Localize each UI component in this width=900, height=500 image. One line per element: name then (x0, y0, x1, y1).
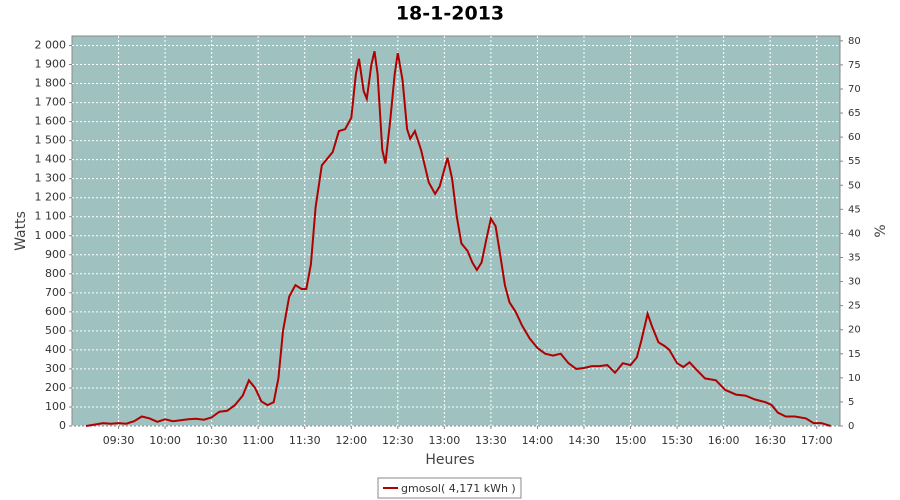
x-tick-label: 11:00 (242, 434, 274, 447)
y-tick-label: 300 (45, 362, 66, 375)
y2-tick-label: 75 (848, 60, 861, 71)
legend-label: gmosol( 4,171 kWh ) (401, 482, 516, 495)
y-tick-label: 100 (45, 400, 66, 413)
y2-axis-title: % (873, 224, 889, 237)
x-tick-label: 11:30 (289, 434, 321, 447)
y-tick-label: 1 100 (35, 210, 67, 223)
x-axis-title: Heures (425, 452, 474, 468)
y2-tick-label: 45 (848, 204, 861, 215)
y-axis-title: Watts (13, 211, 29, 251)
plot-area (71, 35, 841, 427)
y-tick-label: 1 300 (35, 172, 67, 185)
y2-tick-label: 65 (848, 108, 861, 119)
x-tick-label: 13:30 (475, 434, 507, 447)
y-tick-label: 1 600 (35, 115, 67, 128)
y2-tick-label: 30 (848, 277, 861, 288)
x-tick-label: 12:30 (382, 434, 414, 447)
y-tick-label: 500 (45, 324, 66, 337)
y-tick-label: 0 (59, 419, 66, 432)
y2-tick-label: 50 (848, 180, 861, 191)
y-tick-label: 1 200 (35, 191, 67, 204)
y-tick-label: 600 (45, 305, 66, 318)
x-tick-label: 14:30 (568, 434, 600, 447)
x-tick-label: 16:00 (708, 434, 740, 447)
y-tick-label: 1 800 (35, 77, 67, 90)
y2-tick-label: 25 (848, 301, 861, 312)
y2-tick-label: 60 (848, 132, 861, 143)
y-tick-label: 900 (45, 248, 66, 261)
legend: gmosol( 4,171 kWh ) (377, 477, 522, 499)
x-tick-label: 17:00 (801, 434, 833, 447)
y2-tick-label: 0 (848, 421, 854, 432)
y-tick-label: 1 700 (35, 96, 67, 109)
y2-tick-label: 15 (848, 349, 861, 360)
x-tick-label: 09:30 (103, 434, 135, 447)
chart-title: 18-1-2013 (396, 3, 504, 25)
x-tick-label: 12:00 (335, 434, 367, 447)
y-tick-label: 200 (45, 381, 66, 394)
x-tick-label: 10:00 (149, 434, 181, 447)
y2-tick-label: 10 (848, 373, 861, 384)
legend-box (377, 477, 522, 499)
y-tick-label: 400 (45, 343, 66, 356)
y2-tick-label: 70 (848, 84, 861, 95)
y-tick-label: 1 400 (35, 153, 67, 166)
y2-tick-label: 20 (848, 325, 861, 336)
x-tick-label: 13:00 (429, 434, 461, 447)
y2-tick-label: 35 (848, 252, 861, 263)
x-tick-label: 10:30 (196, 434, 228, 447)
y-tick-label: 1 000 (35, 229, 67, 242)
x-tick-label: 15:00 (615, 434, 647, 447)
y2-tick-label: 40 (848, 228, 861, 239)
y2-tick-label: 55 (848, 156, 861, 167)
y-tick-label: 700 (45, 286, 66, 299)
y-tick-label: 800 (45, 267, 66, 280)
y2-tick-label: 5 (848, 397, 854, 408)
x-tick-label: 16:30 (754, 434, 786, 447)
y-tick-label: 1 500 (35, 134, 67, 147)
y2-tick-label: 80 (848, 36, 861, 47)
x-tick-label: 14:00 (522, 434, 554, 447)
x-tick-label: 15:30 (661, 434, 693, 447)
data-line (85, 50, 831, 427)
y-tick-label: 2 000 (35, 39, 67, 52)
y-tick-label: 1 900 (35, 58, 67, 71)
